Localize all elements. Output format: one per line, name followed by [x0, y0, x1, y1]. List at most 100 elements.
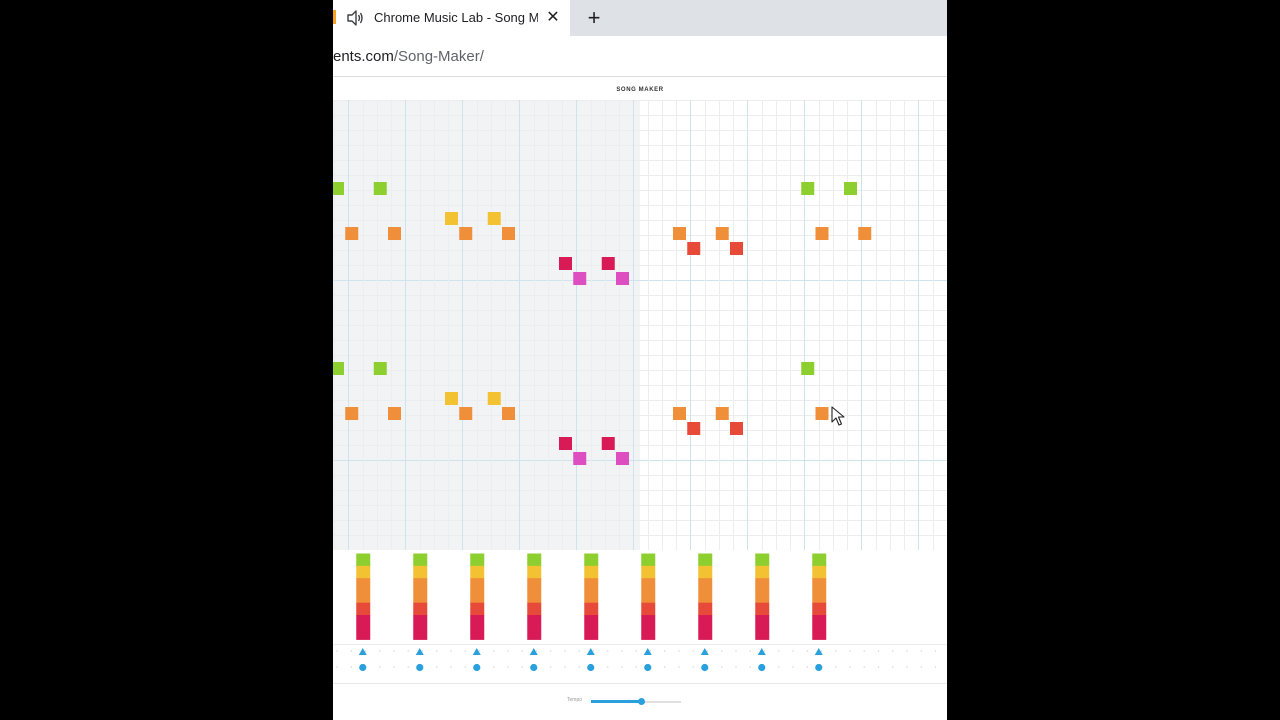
percussion-bar-segment[interactable] [698, 578, 713, 591]
percussion-bar-segment[interactable] [527, 553, 542, 567]
percussion-circle[interactable] [587, 663, 595, 672]
percussion-bar-segment[interactable] [641, 627, 656, 640]
percussion-bar-segment[interactable] [812, 627, 827, 640]
percussion-bar-segment[interactable] [356, 615, 371, 628]
melody-note[interactable] [559, 257, 572, 270]
percussion-bar-segment[interactable] [584, 578, 599, 591]
percussion-triangle[interactable] [757, 648, 766, 655]
melody-note[interactable] [502, 227, 515, 240]
percussion-bar-segment[interactable] [755, 627, 770, 640]
percussion-bar-segment[interactable] [698, 615, 713, 628]
melody-note[interactable] [673, 407, 686, 420]
percussion-bar-segment[interactable] [812, 590, 827, 603]
percussion-bar-segment[interactable] [527, 590, 542, 603]
percussion-bar-segment[interactable] [413, 602, 428, 616]
percussion-bar-segment[interactable] [413, 590, 428, 603]
melody-note[interactable] [459, 407, 473, 420]
percussion-bar-segment[interactable] [470, 602, 485, 616]
percussion-circle[interactable] [701, 663, 709, 672]
percussion-triangle[interactable] [700, 648, 709, 655]
percussion-bar-segment[interactable] [470, 565, 485, 579]
percussion-bar-segment[interactable] [584, 553, 599, 567]
percussion-bar-segment[interactable] [584, 565, 599, 579]
percussion-circle[interactable] [815, 663, 823, 672]
percussion-bar-segment[interactable] [470, 578, 485, 591]
melody-note[interactable] [573, 452, 587, 465]
melody-note[interactable] [601, 437, 615, 450]
percussion-triangle[interactable] [814, 648, 823, 655]
tempo-slider-thumb[interactable] [637, 698, 645, 705]
melody-note[interactable] [801, 182, 815, 195]
percussion-bar-segment[interactable] [812, 553, 827, 567]
percussion-bar-segment[interactable] [470, 553, 485, 567]
percussion-bar-segment[interactable] [698, 565, 713, 579]
melody-note[interactable] [844, 182, 857, 195]
percussion-triangle[interactable] [415, 648, 424, 655]
percussion-bar-segment[interactable] [527, 565, 542, 579]
melody-note[interactable] [730, 242, 743, 255]
percussion-circle[interactable] [359, 663, 367, 672]
melody-note[interactable] [715, 407, 729, 420]
melody-note[interactable] [333, 362, 344, 375]
melody-note[interactable] [487, 392, 501, 405]
percussion-bar-segment[interactable] [812, 565, 827, 579]
percussion-bar-segment[interactable] [413, 553, 428, 567]
melody-note[interactable] [333, 182, 344, 195]
melody-note[interactable] [388, 407, 401, 420]
percussion-bar-segment[interactable] [755, 615, 770, 628]
percussion-bar-segment[interactable] [356, 578, 371, 591]
melody-note[interactable] [502, 407, 515, 420]
tempo-slider[interactable] [591, 698, 681, 706]
melody-note[interactable] [373, 362, 387, 375]
melody-note[interactable] [345, 227, 359, 240]
percussion-bar-segment[interactable] [356, 602, 371, 616]
percussion-triangle[interactable] [358, 648, 367, 655]
percussion-triangle[interactable] [472, 648, 481, 655]
melody-note[interactable] [673, 227, 686, 240]
melody-grid[interactable] [333, 100, 947, 550]
melody-note[interactable] [445, 392, 458, 405]
new-tab-button[interactable]: + [587, 5, 601, 30]
percussion-bar-segment[interactable] [356, 590, 371, 603]
percussion-triangle[interactable] [586, 648, 595, 655]
melody-note[interactable] [559, 437, 572, 450]
percussion-bar-segment[interactable] [356, 627, 371, 640]
browser-tab[interactable]: Chrome Music Lab - Song Maker ✕ [333, 0, 570, 36]
percussion-bar-segment[interactable] [527, 578, 542, 591]
percussion-bar-segment[interactable] [356, 553, 371, 567]
percussion-bar-segment[interactable] [527, 602, 542, 616]
percussion-bar-segment[interactable] [584, 615, 599, 628]
url-text[interactable]: ents.com/Song-Maker/ [333, 48, 484, 65]
percussion-bar-segment[interactable] [356, 565, 371, 579]
percussion-bar-segment[interactable] [698, 590, 713, 603]
melody-note[interactable] [801, 362, 815, 375]
melody-note[interactable] [601, 257, 615, 270]
percussion-bar-segment[interactable] [641, 590, 656, 603]
percussion-triangle[interactable] [643, 648, 652, 655]
melody-note[interactable] [373, 182, 387, 195]
percussion-grid[interactable] [333, 550, 947, 683]
percussion-bar-segment[interactable] [755, 565, 770, 579]
percussion-bar-segment[interactable] [470, 627, 485, 640]
percussion-bar-segment[interactable] [584, 602, 599, 616]
percussion-bar-segment[interactable] [755, 553, 770, 567]
percussion-bar-segment[interactable] [413, 615, 428, 628]
melody-note[interactable] [687, 242, 701, 255]
close-icon[interactable]: ✕ [546, 9, 560, 26]
percussion-bar-segment[interactable] [755, 602, 770, 616]
percussion-bar-segment[interactable] [641, 578, 656, 591]
percussion-bar-segment[interactable] [812, 578, 827, 591]
percussion-bar-segment[interactable] [641, 565, 656, 579]
percussion-bar-segment[interactable] [812, 615, 827, 628]
melody-note[interactable] [815, 227, 829, 240]
melody-note[interactable] [616, 452, 629, 465]
melody-note[interactable] [730, 422, 743, 435]
percussion-bar-segment[interactable] [641, 602, 656, 616]
percussion-bar-segment[interactable] [698, 553, 713, 567]
speaker-icon[interactable] [346, 9, 364, 27]
percussion-bar-segment[interactable] [641, 615, 656, 628]
percussion-bar-segment[interactable] [470, 590, 485, 603]
percussion-bar-segment[interactable] [698, 627, 713, 640]
melody-note[interactable] [459, 227, 473, 240]
melody-note[interactable] [858, 227, 872, 240]
